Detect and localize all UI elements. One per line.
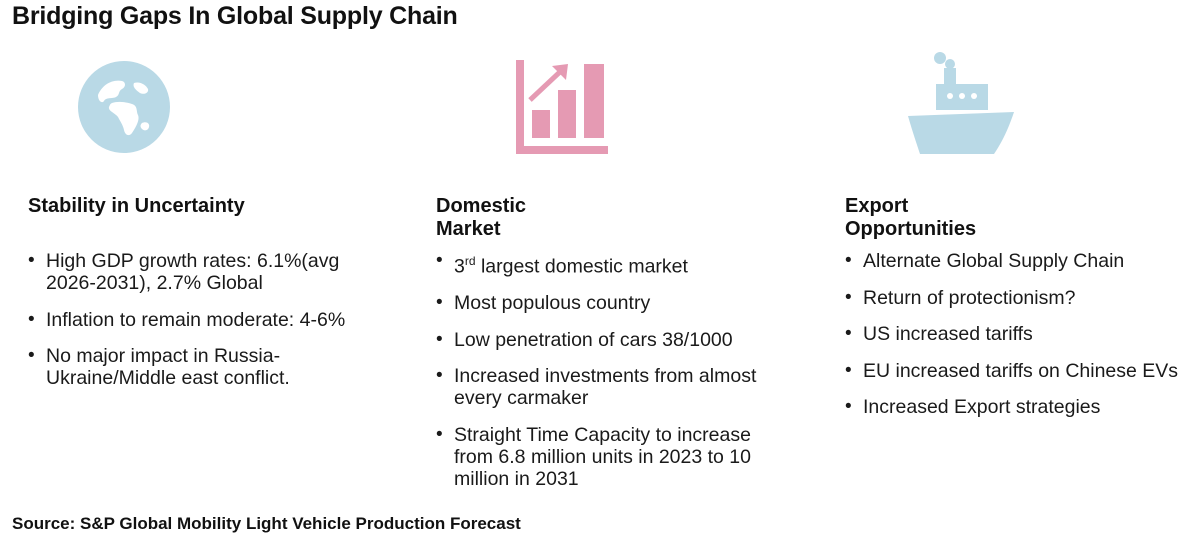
heading-export: Export Opportunities <box>845 195 977 240</box>
list-item: Inflation to remain moderate: 4-6% <box>28 309 368 331</box>
list-item: Straight Time Capacity to increase from … <box>436 424 788 490</box>
heading-domestic: Domestic Market <box>436 195 527 240</box>
list-item: EU increased tariffs on Chinese EVs <box>845 360 1185 382</box>
bullet-list-stability: High GDP growth rates: 6.1%(avg 2026-203… <box>28 250 368 404</box>
growth-chart-icon <box>516 60 608 159</box>
list-item: Alternate Global Supply Chain <box>845 250 1185 272</box>
list-item: High GDP growth rates: 6.1%(avg 2026-203… <box>28 250 368 294</box>
heading-stability: Stability in Uncertainty <box>28 195 245 217</box>
bullet-list-export: Alternate Global Supply Chain Return of … <box>845 250 1185 433</box>
list-item: Most populous country <box>436 292 788 314</box>
list-item: US increased tariffs <box>845 323 1185 345</box>
cargo-ship-icon <box>906 50 1016 161</box>
bullet-list-domestic: 3rd largest domestic market Most populou… <box>436 250 788 504</box>
list-item: 3rd largest domestic market <box>436 250 788 278</box>
page-title: Bridging Gaps In Global Supply Chain <box>12 2 458 30</box>
list-item: Low penetration of cars 38/1000 <box>436 329 788 351</box>
source-note: Source: S&P Global Mobility Light Vehicl… <box>12 514 521 533</box>
list-item: Increased investments from almost every … <box>436 365 788 409</box>
list-item: Increased Export strategies <box>845 396 1185 418</box>
list-item: No major impact in Russia-Ukraine/Middle… <box>28 345 368 389</box>
list-item: Return of protectionism? <box>845 287 1185 309</box>
globe-icon <box>76 57 172 162</box>
